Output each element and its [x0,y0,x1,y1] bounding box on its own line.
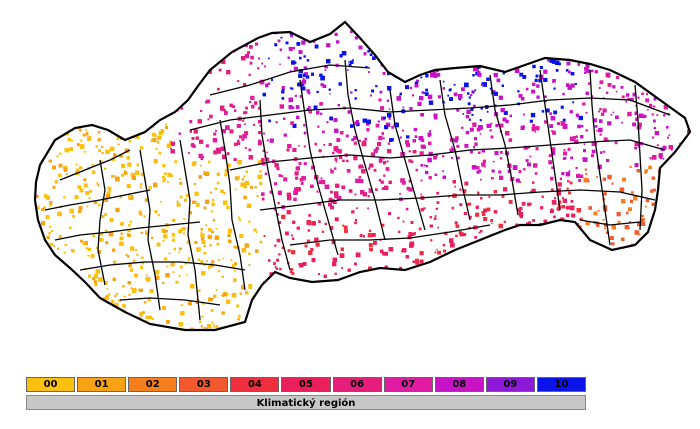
legend-swatch-02: 02 [128,377,178,392]
legend-swatch-00: 00 [26,377,76,392]
district-boundaries [44,59,671,321]
legend-swatch-08: 08 [434,377,484,392]
climate-region-map [33,20,692,332]
slovakia-map-svg [33,20,692,332]
legend-caption: Klimatický región [26,395,586,410]
legend-swatch-01: 01 [77,377,127,392]
legend-swatch-05: 05 [281,377,331,392]
legend-swatch-07: 07 [383,377,433,392]
legend-swatch-09: 09 [485,377,535,392]
legend-swatch-06: 06 [332,377,382,392]
map-legend: 00 01 02 03 04 05 06 07 08 09 10 Klimatický región [26,377,587,413]
legend-swatch-row: 00 01 02 03 04 05 06 07 08 09 10 [26,377,587,392]
legend-swatch-10: 10 [536,377,587,392]
country-border [33,20,692,332]
country-base [35,22,690,330]
legend-swatch-04: 04 [230,377,280,392]
legend-swatch-03: 03 [179,377,229,392]
